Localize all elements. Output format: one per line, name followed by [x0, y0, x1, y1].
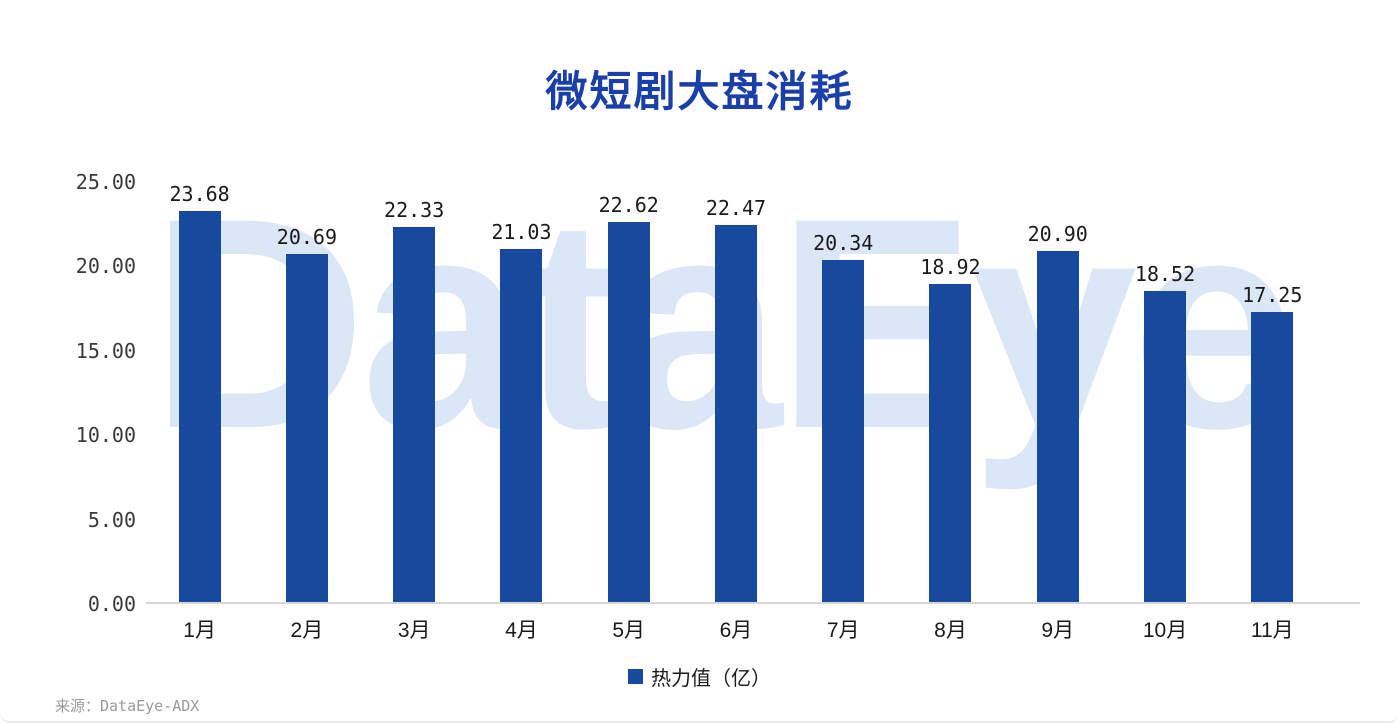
y-tick-label: 0.00 [87, 592, 136, 616]
bar-column: 22.47 [682, 182, 789, 602]
bar-value-label: 18.52 [1134, 261, 1196, 286]
bar [393, 226, 436, 602]
bar-column: 18.92 [897, 182, 1004, 602]
bar [500, 248, 543, 602]
bar-value-label: 21.03 [491, 219, 552, 244]
bar [607, 221, 650, 602]
bar [1251, 312, 1294, 602]
legend-label: 热力值（亿） [651, 668, 771, 690]
bar-column: 21.03 [468, 182, 575, 602]
bar-value-label: 18.92 [920, 255, 981, 280]
x-tick-label: 10月 [1142, 619, 1188, 642]
x-tick-label: 3月 [397, 619, 431, 642]
x-tick-label: 6月 [719, 619, 753, 642]
x-tick-label: 5月 [612, 619, 646, 642]
y-tick-label: 20.00 [75, 254, 136, 279]
bar-value-label: 20.69 [276, 225, 337, 250]
x-axis: 1月 2月 3月 4月 5月 6月 7月 8月 9月 10月 11月 [146, 614, 1326, 644]
source-note: 来源：DataEye-ADX [55, 697, 200, 715]
bar-value-label: 17.25 [1242, 283, 1303, 308]
x-tick-label: 7月 [826, 619, 860, 642]
bar [1036, 250, 1079, 602]
plot-area: 23.68 20.69 22.33 21.03 22.62 22.47 20.34 18.92… [146, 182, 1360, 604]
x-tick-label: 1月 [183, 619, 216, 642]
bar-column: 20.90 [1004, 182, 1111, 602]
bar-column: 20.69 [253, 182, 360, 602]
y-tick-label: 15.00 [75, 338, 136, 363]
bar-value-label: 22.33 [384, 197, 445, 222]
bar-column: 23.68 [146, 182, 253, 602]
legend: 热力值（亿） [0, 662, 1399, 691]
bar-column: 22.62 [575, 182, 682, 602]
y-axis: 0.00 5.00 10.00 15.00 20.00 25.00 [40, 170, 136, 616]
legend-swatch-icon [628, 669, 643, 684]
x-tick-label: 8月 [934, 619, 967, 642]
bar-column: 18.52 [1111, 182, 1218, 602]
bar [929, 284, 972, 602]
bar-value-label: 22.62 [598, 192, 659, 217]
bar [714, 224, 757, 602]
x-tick-label: 2月 [290, 619, 324, 642]
bar-value-label: 20.90 [1027, 221, 1088, 246]
bar-value-label: 23.68 [169, 182, 230, 206]
chart-title: 微短剧大盘消耗 [545, 68, 854, 115]
bar-value-label: 20.34 [813, 231, 874, 256]
bar-column: 20.34 [790, 182, 897, 602]
bar-column: 22.33 [361, 182, 468, 602]
x-tick-label: 4月 [505, 619, 538, 642]
bar [822, 260, 865, 602]
bar-column: 17.25 [1219, 182, 1326, 602]
bar-value-label: 22.47 [705, 195, 767, 220]
x-tick-label: 11月 [1250, 619, 1294, 642]
bar [1144, 290, 1187, 602]
y-tick-label: 10.00 [75, 423, 136, 448]
plot-bars: 23.68 20.69 22.33 21.03 22.62 22.47 20.34 18.92… [146, 182, 1326, 602]
x-tick-label: 9月 [1041, 619, 1075, 642]
y-tick-label: 25.00 [75, 170, 136, 194]
bar [285, 254, 328, 602]
y-tick-label: 5.00 [87, 507, 136, 532]
bar [178, 211, 221, 602]
